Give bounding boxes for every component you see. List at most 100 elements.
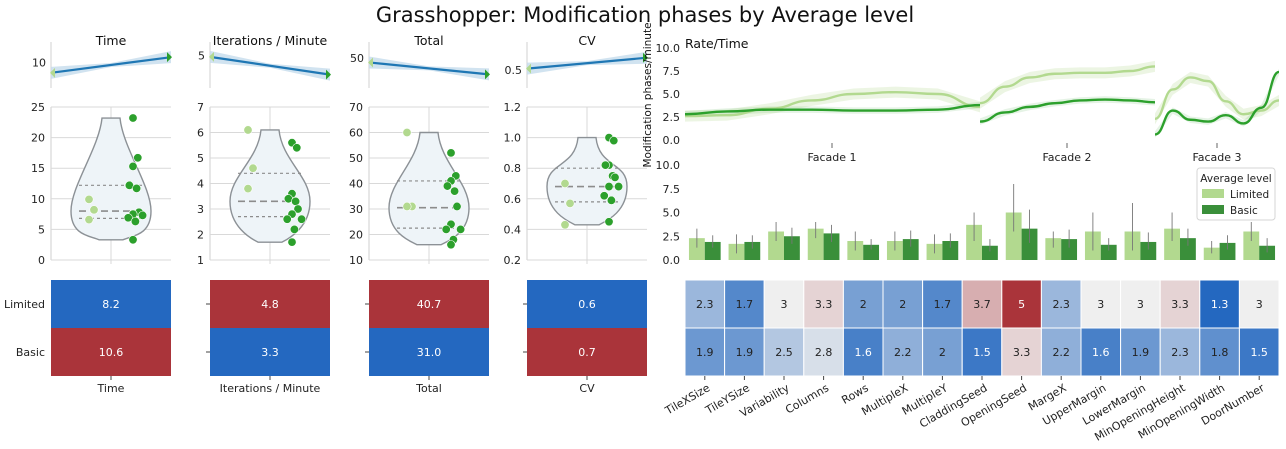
heat-cell <box>1080 279 1122 329</box>
heat-cell <box>369 328 489 376</box>
trend-tick-label: 50 <box>350 52 364 65</box>
panel-total: Total 50 10 20 30 40 50 60 70 40.7 31.0 Total <box>349 33 490 395</box>
point-limited <box>560 179 570 189</box>
point-basic <box>133 153 143 163</box>
heat-cell-label: 1.5 <box>973 346 991 359</box>
figure-title: Grasshopper: Modification phases by Aver… <box>376 3 914 27</box>
rate-band-basic <box>1155 68 1279 138</box>
heat-cell-label: 0.6 <box>578 298 596 311</box>
bar-basic <box>784 236 800 260</box>
violin-tick-label: 5 <box>38 223 45 236</box>
heat-cell <box>51 328 171 376</box>
point-basic <box>128 161 138 171</box>
legend-swatch-limited <box>1202 189 1224 198</box>
point-basic <box>132 183 142 193</box>
bar-basic <box>902 239 919 260</box>
rate-tick-label: 5.0 <box>663 88 681 101</box>
panel-title: Time <box>95 33 127 48</box>
heat-cell-label: 2.2 <box>1052 346 1070 359</box>
heat-cell <box>684 279 726 329</box>
heat-cell-label: 3 <box>1137 298 1144 311</box>
heat-x-label: Total <box>415 382 442 395</box>
bar-basic <box>982 245 998 260</box>
point-basic <box>604 217 614 227</box>
heat-cell-label: 3 <box>781 298 788 311</box>
trend-marker-limited <box>50 67 55 78</box>
point-basic <box>123 213 133 223</box>
rate-ylabel: Modification phases/minute <box>642 22 654 167</box>
point-limited <box>248 163 258 173</box>
rate-panel: Rate/Time Modification phases/minute 0.0 2.… <box>642 22 1280 168</box>
rate-line-limited <box>684 90 981 118</box>
bar-basic <box>942 241 959 260</box>
legend: Average level Limited Basic <box>1196 167 1276 221</box>
rate-line-limited <box>1154 76 1280 121</box>
heat-cell <box>882 327 924 377</box>
point-basic <box>604 182 614 192</box>
heat-cell-label: 2.2 <box>894 346 912 359</box>
violin-tick-label: 25 <box>31 101 45 114</box>
trend-line <box>50 56 172 74</box>
rate-tick-label: 0.0 <box>663 134 681 147</box>
rate-line-limited <box>979 65 1156 105</box>
violin-tick-label: 0.4 <box>504 223 522 236</box>
category-label: TileXSize <box>662 381 712 418</box>
point-basic <box>282 214 292 224</box>
point-basic <box>452 201 462 211</box>
point-limited <box>243 125 253 135</box>
violin-tick-label: 60 <box>349 127 363 140</box>
heat-cell-label: 1.3 <box>1211 298 1229 311</box>
category-label: Columns <box>783 381 831 416</box>
param-bar-panel: 0.0 2.5 5.0 7.5 10.0 Average level Limited Basi… <box>656 159 1276 267</box>
heat-x-label: Iterations / Minute <box>220 382 321 395</box>
point-basic <box>614 182 624 192</box>
violin-tick-label: 10 <box>349 254 363 267</box>
heat-cell-label: 3.3 <box>261 346 279 359</box>
heat-cell <box>724 279 765 329</box>
facet-label: Facade 3 <box>1192 151 1241 164</box>
heat-cell <box>527 328 647 376</box>
violin-tick-label: 20 <box>349 229 363 242</box>
point-basic <box>606 195 616 205</box>
bar-limited <box>688 238 705 260</box>
violin-tick-label: 5 <box>197 152 204 165</box>
heat-cell-label: 8.2 <box>102 298 120 311</box>
violin-tick-label: 2 <box>197 229 204 242</box>
point-basic <box>297 214 307 224</box>
violin-tick-label: 0.6 <box>504 193 522 206</box>
heat-cell <box>1001 279 1042 329</box>
heat-cell-label: 3.3 <box>1171 298 1189 311</box>
heat-cell-label: 1.6 <box>854 346 872 359</box>
rate-band-limited <box>1155 71 1279 125</box>
point-basic <box>291 196 301 206</box>
panel-cv: CV 0.5 0.2 0.4 0.6 0.8 1.0 1.2 0.6 0.7 CV <box>504 33 648 395</box>
violin-tick-label: 0.8 <box>504 162 522 175</box>
heat-cell-label: 1.7 <box>934 298 952 311</box>
point-basic <box>130 216 140 226</box>
heat-cell <box>842 279 884 329</box>
violin-tick-label: 30 <box>349 203 363 216</box>
param-heatmap: 2.3 1.7 3 3.3 2 2 1.7 3.7 5 2.3 3 3 3.3 1.3 3 1.9 1.9 2.5… <box>662 279 1280 444</box>
bar-basic <box>1180 238 1196 260</box>
heat-cell-label: 40.7 <box>417 298 442 311</box>
heat-cell-label: 2 <box>939 346 946 359</box>
violin-tick-label: 20 <box>31 132 45 145</box>
trend-line <box>526 56 648 70</box>
bar-limited <box>768 231 784 260</box>
violin-tick-label: 15 <box>31 162 45 175</box>
heat-cell-label: 31.0 <box>417 346 442 359</box>
heat-cell-label: 2.5 <box>775 346 793 359</box>
bar-basic <box>704 241 721 260</box>
point-basic <box>442 181 452 191</box>
rate-tick-label: 2.5 <box>663 111 681 124</box>
heat-cell-label: 2.3 <box>1171 346 1189 359</box>
heat-cell <box>51 280 171 328</box>
bar-limited <box>1243 231 1260 260</box>
heat-cell <box>961 279 1003 329</box>
point-basic <box>599 191 609 201</box>
heat-cell <box>527 280 647 328</box>
violin-tick-label: 50 <box>349 152 363 165</box>
point-basic <box>441 224 451 234</box>
violin-tick-label: 3 <box>197 203 204 216</box>
